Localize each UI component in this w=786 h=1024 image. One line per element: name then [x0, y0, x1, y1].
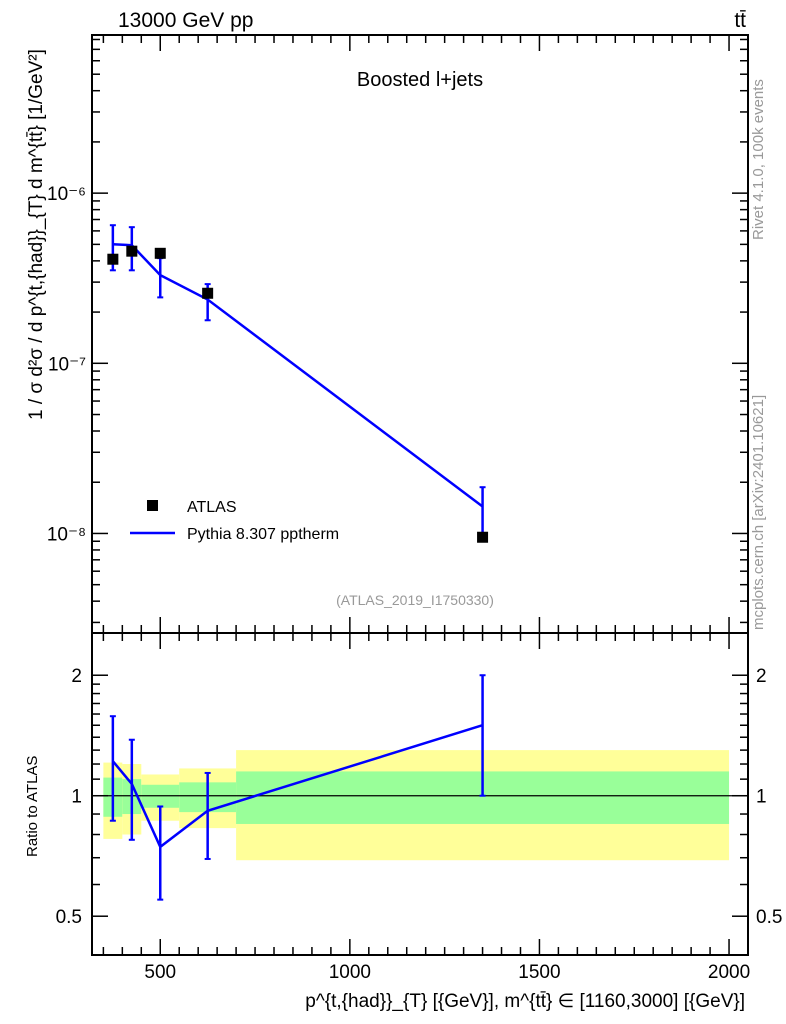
- atlas-data-point: [107, 253, 119, 265]
- y-tick-label: 10⁻⁷: [48, 354, 86, 375]
- x-tick-label: 1500: [518, 962, 560, 983]
- legend: ATLAS Pythia 8.307 pptherm: [130, 499, 339, 543]
- y-axis-label-ratio: Ratio to ATLAS: [24, 756, 41, 857]
- atlas-data-point: [477, 531, 489, 543]
- atlas-data-point: [126, 245, 138, 257]
- pythia-line: [112, 242, 484, 508]
- x-tick-label: 2000: [708, 962, 750, 983]
- atlas-data-point: [202, 287, 214, 299]
- side-label-rivet: Rivet 4.1.0, 100k events: [750, 79, 767, 240]
- side-label-mcplots: mcplots.cern.ch [arXiv:2401.10621]: [750, 395, 767, 630]
- header-left: 13000 GeV pp: [118, 9, 253, 32]
- x-axis-label: p^{t,{had}}_{T} [{GeV}], m^{tt̄} ∈ [1160…: [305, 991, 745, 1012]
- analysis-annotation: (ATLAS_2019_I1750330): [336, 592, 494, 608]
- ratio-plot-frame: [91, 632, 749, 956]
- ratio-y-tick-label: 0.5: [756, 907, 782, 928]
- y-axis-label-main: 1 / σ d²σ / d p^{t,{had}}_{T} d m^{tt̄} …: [26, 49, 47, 420]
- plot-title: Boosted l+jets: [357, 69, 483, 91]
- ratio-y-tick-label: 2: [756, 666, 767, 687]
- header-right: tt̄: [734, 9, 746, 32]
- legend-label-atlas: ATLAS: [187, 499, 237, 516]
- legend-marker-atlas: [147, 500, 158, 511]
- ratio-y-tick-label: 2: [71, 666, 82, 687]
- atlas-data-point: [154, 247, 166, 259]
- x-tick-label: 500: [144, 962, 176, 983]
- x-tick-label: 1000: [329, 962, 371, 983]
- main-plot-frame: [91, 34, 749, 634]
- y-tick-label: 10⁻⁶: [47, 184, 86, 205]
- ratio-y-tick-label: 1: [756, 787, 767, 808]
- ratio-y-tick-label: 1: [71, 787, 82, 808]
- ratio-y-tick-label: 0.5: [56, 907, 82, 928]
- y-tick-label: 10⁻⁸: [47, 524, 86, 545]
- legend-label-pythia: Pythia 8.307 pptherm: [187, 526, 339, 543]
